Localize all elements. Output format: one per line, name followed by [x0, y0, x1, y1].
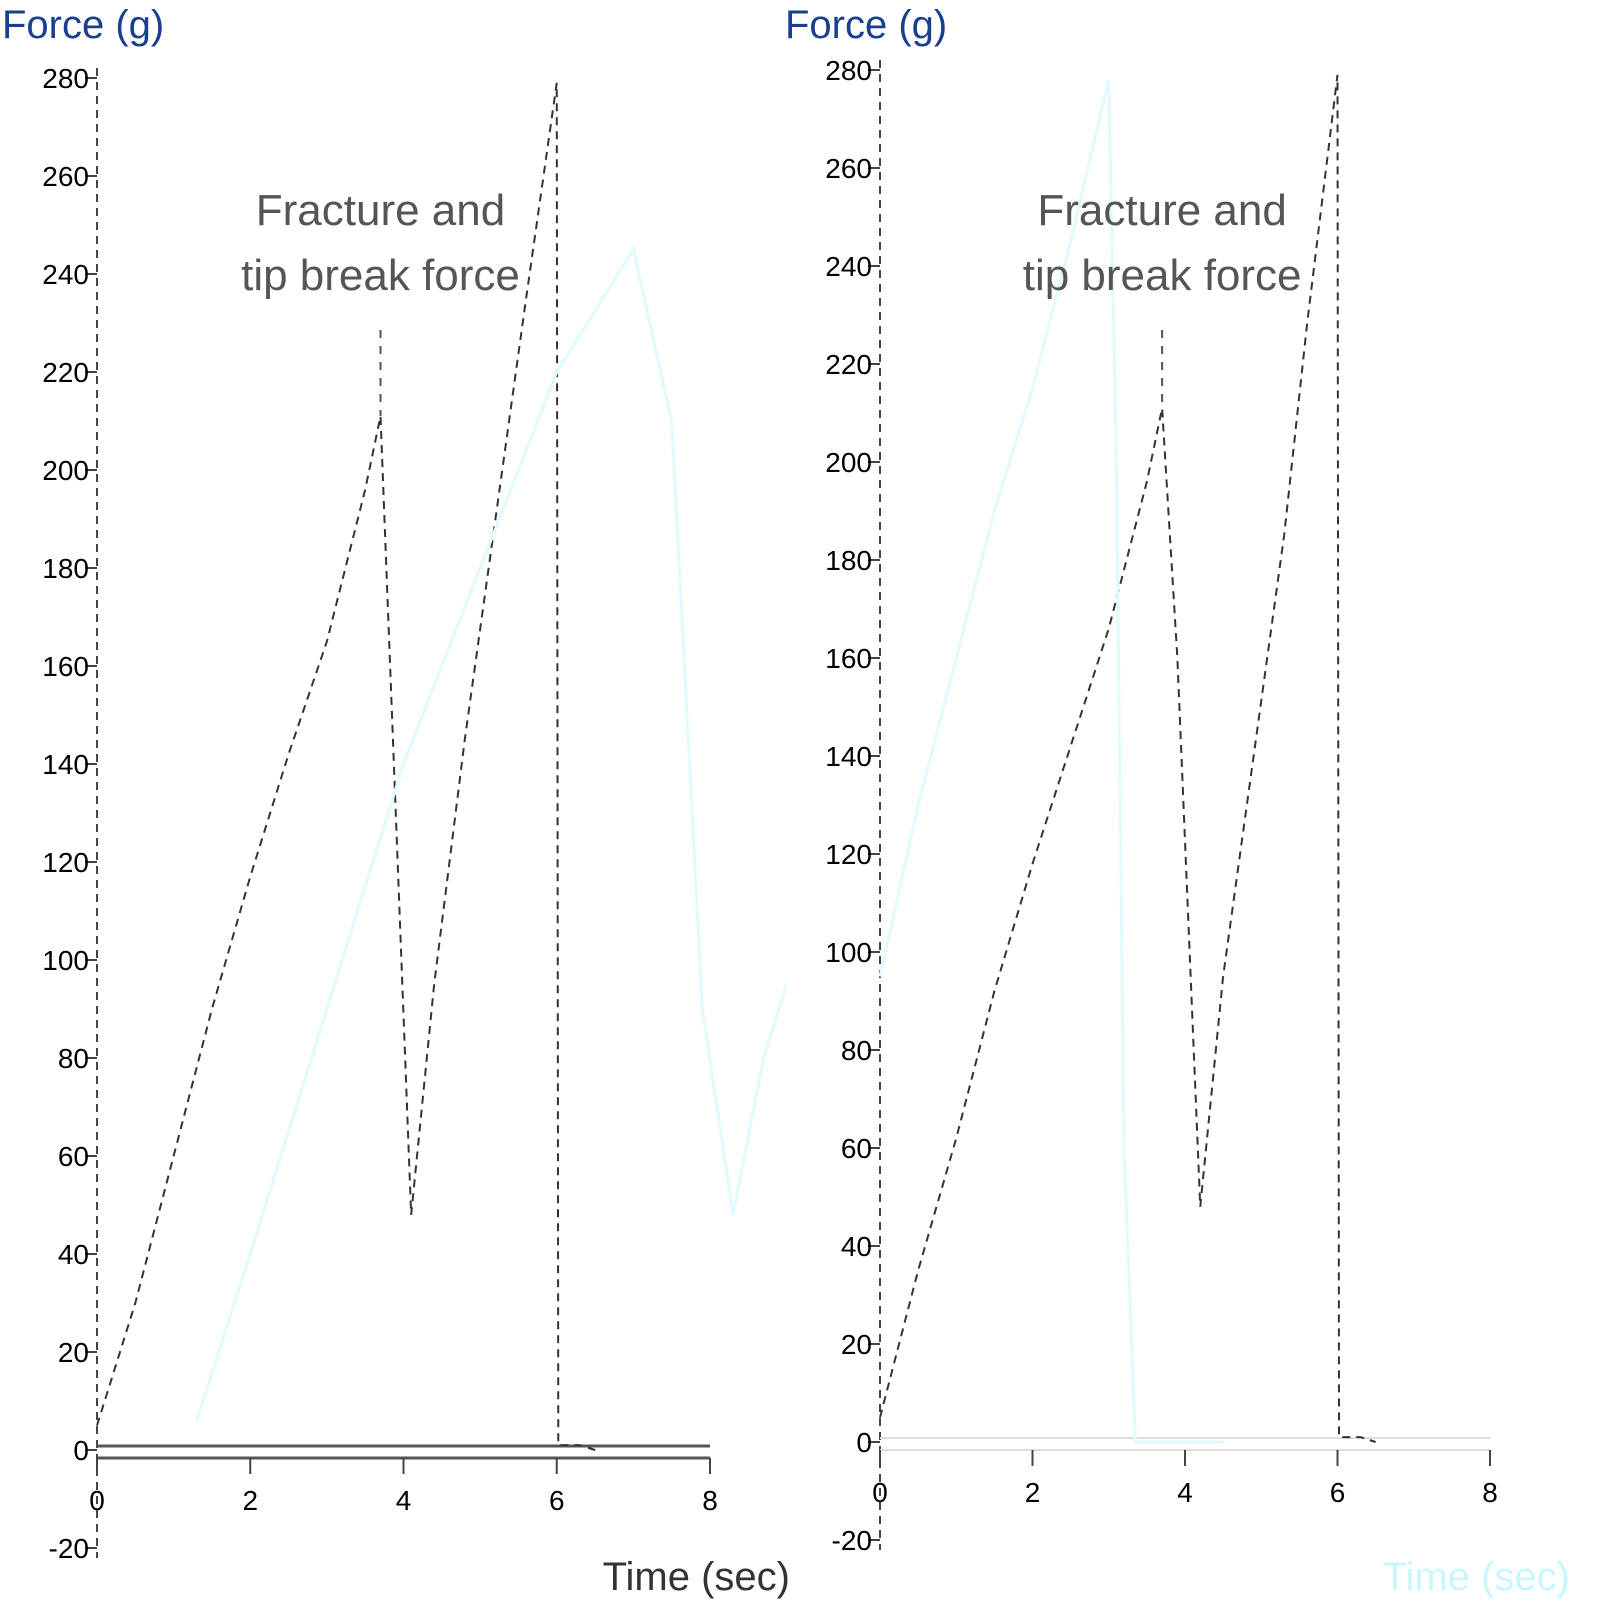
x-axis-title: Time (sec) [603, 1555, 790, 1599]
y-tick-label: 140 [825, 741, 872, 772]
y-tick-label: 40 [58, 1239, 89, 1270]
y-tick-label: 140 [42, 749, 89, 780]
y-tick-label: 0 [73, 1435, 89, 1466]
y-tick-label: 260 [825, 153, 872, 184]
y-tick-label: 180 [42, 553, 89, 584]
x-tick-label: 6 [1330, 1477, 1346, 1508]
x-tick-label: 2 [242, 1485, 258, 1516]
y-tick-label: 280 [42, 63, 89, 94]
annotation-line-1: Fracture and [1037, 186, 1286, 235]
x-tick-label: 4 [1177, 1477, 1193, 1508]
y-tick-label: -20 [832, 1525, 872, 1556]
y-tick-label: 60 [58, 1141, 89, 1172]
y-tick-label: 20 [58, 1337, 89, 1368]
annotation-line-2: tip break force [241, 251, 520, 300]
y-axis-title: Force (g) [785, 3, 947, 47]
x-tick-label: 6 [549, 1485, 565, 1516]
y-tick-label: 220 [825, 349, 872, 380]
y-tick-label: 280 [825, 55, 872, 86]
panel-1: -200204060801001201401601802002202402602… [2, 3, 790, 1599]
y-tick-label: 80 [58, 1043, 89, 1074]
y-tick-label: 240 [42, 259, 89, 290]
y-tick-label: 60 [841, 1133, 872, 1164]
y-tick-label: -20 [49, 1533, 89, 1564]
y-tick-label: 240 [825, 251, 872, 282]
panel-2: -200204060801001201401601802002202402602… [785, 3, 1570, 1599]
y-tick-label: 160 [825, 643, 872, 674]
y-tick-label: 80 [841, 1035, 872, 1066]
x-tick-label: 0 [89, 1485, 105, 1516]
series-line-2 [195, 245, 789, 1422]
y-tick-label: 40 [841, 1231, 872, 1262]
y-tick-label: 160 [42, 651, 89, 682]
y-tick-label: 100 [42, 945, 89, 976]
y-tick-label: 180 [825, 545, 872, 576]
y-tick-label: 200 [42, 455, 89, 486]
y-tick-label: 100 [825, 937, 872, 968]
annotation-line-1: Fracture and [256, 186, 505, 235]
y-tick-label: 120 [42, 847, 89, 878]
x-tick-label: 2 [1025, 1477, 1041, 1508]
x-tick-label: 4 [396, 1485, 412, 1516]
x-axis-title: Time (sec) [1383, 1555, 1570, 1599]
y-tick-label: 260 [42, 161, 89, 192]
y-tick-label: 20 [841, 1329, 872, 1360]
y-tick-label: 120 [825, 839, 872, 870]
x-tick-label: 8 [1482, 1477, 1498, 1508]
y-axis-title: Force (g) [2, 3, 164, 47]
annotation-line-2: tip break force [1023, 251, 1302, 300]
x-tick-label: 8 [702, 1485, 718, 1516]
y-tick-label: 220 [42, 357, 89, 388]
y-tick-label: 0 [856, 1427, 872, 1458]
y-tick-label: 200 [825, 447, 872, 478]
x-tick-label: 0 [872, 1477, 888, 1508]
